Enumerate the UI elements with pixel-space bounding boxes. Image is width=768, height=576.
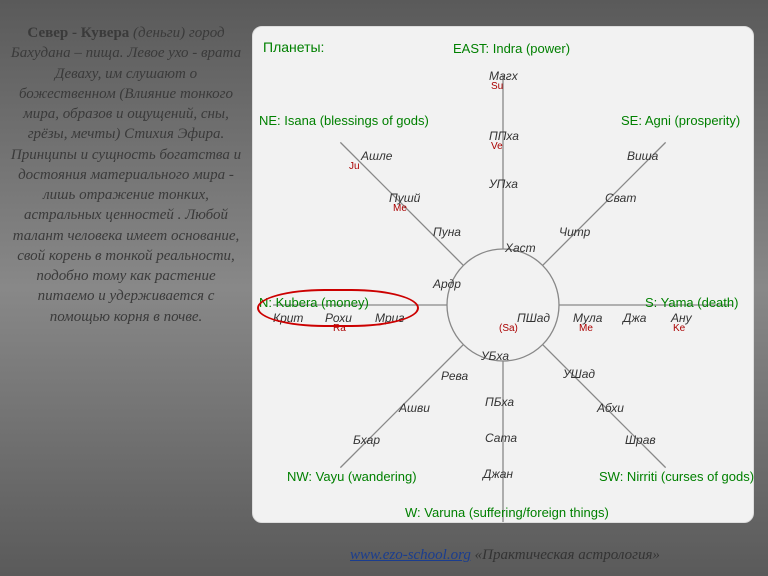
nakshatra-18: Ашле <box>361 149 392 163</box>
nakshatra-20: Сват <box>605 191 636 205</box>
direction-NW: NW: Vayu (wandering) <box>287 469 417 484</box>
planet-0: Su <box>491 81 503 92</box>
direction-NE: NE: Isana (blessings of gods) <box>259 113 429 128</box>
direction-SE: SE: Agni (prosperity) <box>621 113 740 128</box>
nakshatra-25: УШад <box>563 367 595 381</box>
nakshatra-4: Ардр <box>433 277 461 291</box>
planet-1: Ve <box>491 141 503 152</box>
planet-22: Me <box>579 323 593 334</box>
footer-rest: «Практическая астрология» <box>475 547 660 563</box>
nakshatra-12: Бхар <box>353 433 380 447</box>
nakshatra-26: Абхи <box>597 401 624 415</box>
nakshatra-2: УПха <box>489 177 518 191</box>
nakshatra-7: Рева <box>441 369 468 383</box>
footer: www.ezo-school.org «Практическая астроло… <box>250 547 760 564</box>
nakshatra-5: ПШад <box>517 311 550 325</box>
nakshatra-3: Хаст <box>505 241 536 255</box>
footer-link[interactable]: www.ezo-school.org <box>350 547 471 563</box>
sidebar-rest: (деньги) город Бахудана – пища. Левое ух… <box>11 25 241 325</box>
planet-24: Ke <box>673 323 685 334</box>
nakshatra-10: Джан <box>483 467 513 481</box>
nakshatra-27: Шрав <box>625 433 656 447</box>
planet-18: Ju <box>349 161 360 172</box>
direction-E: EAST: Indra (power) <box>453 41 570 56</box>
nakshatra-8: ПБха <box>485 395 514 409</box>
diagram-heading: Планеты: <box>263 39 324 55</box>
direction-W: W: Varuna (suffering/foreign things) <box>405 505 609 520</box>
nakshatra-21: Читр <box>559 225 590 239</box>
nakshatra-16: Пуна <box>433 225 461 239</box>
planet-17: Me <box>393 203 407 214</box>
astro-diagram: Планеты: EAST: Indra (power) SE: Agni (pro… <box>252 26 754 523</box>
sidebar-bold: Север - Кувера <box>27 25 129 41</box>
nakshatra-11: Ашви <box>399 401 430 415</box>
planet-5: (Sa) <box>499 323 518 334</box>
direction-SW: SW: Nirriti (curses of gods) <box>599 469 754 484</box>
sidebar-text: Север - Кувера (деньги) город Бахудана –… <box>8 8 244 542</box>
nakshatra-23: Джа <box>623 311 646 325</box>
nakshatra-9: Сата <box>485 431 517 445</box>
direction-S: S: Yama (death) <box>645 295 738 310</box>
highlight-ring <box>257 289 419 327</box>
nakshatra-6: УБха <box>481 349 509 363</box>
nakshatra-19: Виша <box>627 149 658 163</box>
